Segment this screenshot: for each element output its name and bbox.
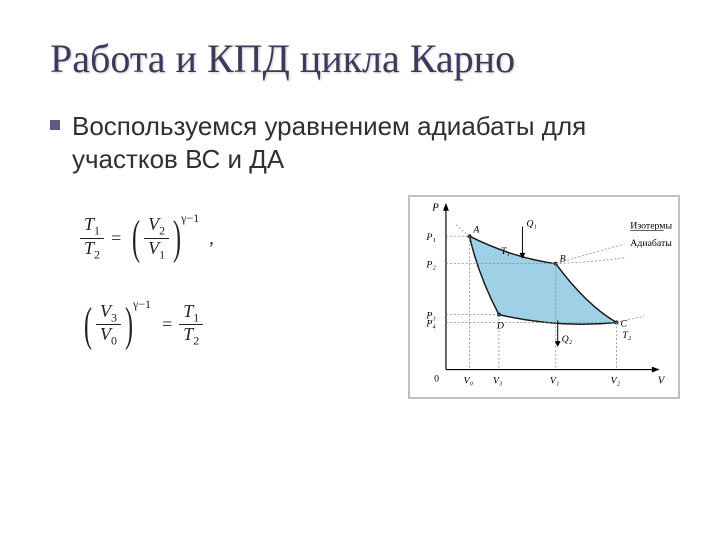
- svg-text:B: B: [560, 254, 566, 265]
- diagram-wrap: PV0V₀V₃V₁V₂P₁P₂P₃P₄ABCDT₁T₂Q₁Q₂ИзотермыА…: [350, 195, 680, 399]
- equation-1: T1 T2 = ( V2 V1 ) γ−1 ,: [80, 215, 350, 262]
- eq1-rds: 1: [159, 247, 165, 261]
- eq1-equals: =: [110, 228, 122, 249]
- content-row: T1 T2 = ( V2 V1 ) γ−1 , (: [50, 195, 680, 399]
- svg-text:Изотермы: Изотермы: [630, 220, 672, 231]
- eq1-rns: 2: [159, 224, 165, 238]
- eq1-ln: T: [84, 214, 94, 234]
- eq2-lds: 0: [111, 334, 117, 348]
- svg-text:P: P: [431, 202, 439, 214]
- eq2-exp: γ−1: [133, 297, 151, 312]
- eq1-ld: T: [84, 238, 94, 258]
- equations-block: T1 T2 = ( V2 V1 ) γ−1 , (: [50, 195, 350, 399]
- bullet-row: Воспользуемся уравнением адиабаты для уч…: [50, 110, 680, 175]
- eq1-lds: 2: [94, 247, 100, 261]
- eq2-rd: T: [183, 324, 193, 344]
- svg-text:P₄: P₄: [425, 318, 436, 329]
- eq2-lns: 3: [111, 310, 117, 324]
- eq1-rn: V: [148, 214, 159, 234]
- svg-text:V₂: V₂: [611, 375, 621, 386]
- eq1-lns: 1: [94, 224, 100, 238]
- bullet-icon: [50, 120, 60, 130]
- svg-text:V₃: V₃: [493, 375, 502, 386]
- svg-text:Q₁: Q₁: [526, 218, 536, 229]
- svg-text:0: 0: [434, 373, 439, 384]
- svg-text:T₁: T₁: [501, 246, 510, 257]
- bullet-text: Воспользуемся уравнением адиабаты для уч…: [72, 110, 680, 175]
- svg-text:V: V: [658, 374, 666, 386]
- svg-text:C: C: [620, 318, 627, 329]
- eq2-equals: =: [161, 314, 173, 335]
- svg-text:Адиабаты: Адиабаты: [630, 238, 672, 249]
- svg-text:P₁: P₁: [425, 232, 435, 243]
- eq1-rd: V: [148, 238, 159, 258]
- svg-text:Q₂: Q₂: [562, 334, 573, 345]
- carnot-diagram: PV0V₀V₃V₁V₂P₁P₂P₃P₄ABCDT₁T₂Q₁Q₂ИзотермыА…: [408, 195, 680, 399]
- svg-text:V₀: V₀: [464, 375, 473, 386]
- svg-text:V₁: V₁: [550, 375, 559, 386]
- slide: Работа и КПД цикла Карно Воспользуемся у…: [0, 0, 720, 540]
- slide-title: Работа и КПД цикла Карно: [50, 35, 680, 82]
- svg-text:A: A: [472, 224, 480, 235]
- eq2-ld: V: [100, 324, 111, 344]
- eq2-ln: V: [100, 301, 111, 321]
- eq2-rn: T: [183, 301, 193, 321]
- eq2-rns: 1: [193, 310, 199, 324]
- equation-2: ( V3 V0 ) γ−1 = T1 T2: [80, 302, 350, 349]
- svg-text:D: D: [496, 320, 504, 331]
- svg-text:P₂: P₂: [425, 260, 436, 271]
- svg-text:T₂: T₂: [622, 330, 631, 341]
- eq2-rds: 2: [193, 334, 199, 348]
- eq1-comma: ,: [209, 228, 214, 249]
- eq1-exp: γ−1: [181, 211, 199, 226]
